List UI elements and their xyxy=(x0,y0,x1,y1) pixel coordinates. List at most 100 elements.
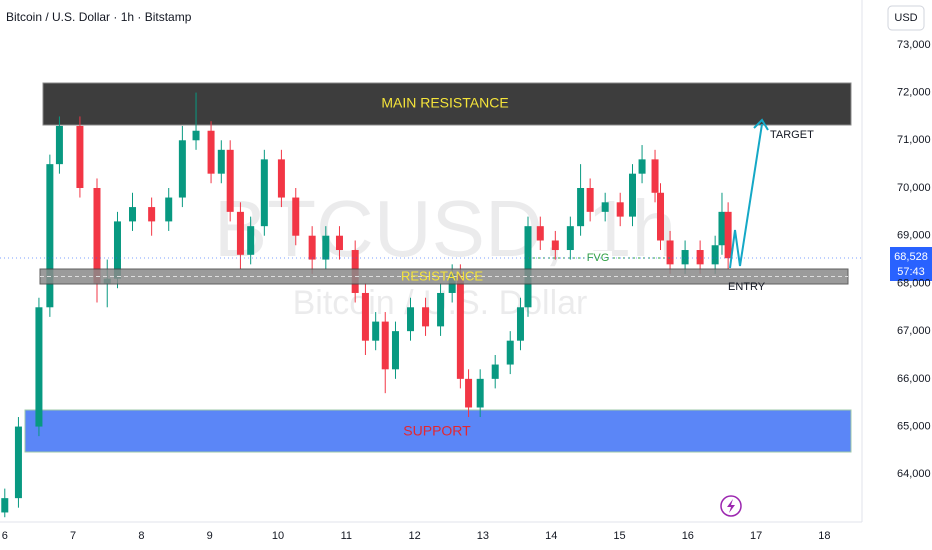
arrow-head xyxy=(753,118,769,131)
fvg-label: FVG xyxy=(587,252,610,264)
lightning-bolt xyxy=(727,499,735,513)
currency[interactable]: USD xyxy=(894,12,917,24)
candle-body xyxy=(35,307,43,427)
candle-body xyxy=(391,331,399,370)
x-tick-label: 9 xyxy=(207,530,213,542)
candle-body xyxy=(628,173,636,217)
candle-body xyxy=(601,202,609,212)
entry-label: ENTRY xyxy=(728,281,766,293)
x-tick-label: 13 xyxy=(477,530,489,542)
candle-body xyxy=(217,149,225,174)
currency-button[interactable] xyxy=(887,5,925,31)
x-tick-label: 8 xyxy=(138,530,144,542)
target-label: TARGET xyxy=(770,129,814,141)
candle-body xyxy=(616,202,624,217)
candle-body xyxy=(718,211,726,246)
resistance-label: RESISTANCE xyxy=(401,268,483,283)
drawings: MAIN RESISTANCE SUPPORT xyxy=(24,82,852,453)
candle-body xyxy=(322,235,330,260)
main-resistance-label: MAIN RESISTANCE xyxy=(381,95,508,111)
candle-body xyxy=(422,307,430,327)
candle-body xyxy=(566,226,574,251)
candle-body xyxy=(491,364,499,379)
candle-body xyxy=(14,426,22,499)
overlay: RESISTANCE FVG TARGET ENTRY 68,528 57:43 xyxy=(0,118,932,517)
candle-body xyxy=(55,125,63,165)
candle-body xyxy=(657,192,665,241)
candle-body xyxy=(437,292,445,327)
candle-body xyxy=(1,498,9,513)
candle-body xyxy=(516,307,524,341)
last-price-label: 68,528 xyxy=(894,251,928,263)
x-tick-label: 14 xyxy=(545,530,557,542)
candle-body xyxy=(76,125,84,188)
countdown: 57:43 xyxy=(897,266,925,278)
candle-body xyxy=(551,240,559,251)
candle-body xyxy=(93,187,101,284)
x-tick-label: 10 xyxy=(272,530,284,542)
x-tick-label: 15 xyxy=(613,530,625,542)
candle-body xyxy=(236,211,244,255)
candle-body xyxy=(476,378,484,408)
candle-body xyxy=(372,321,380,341)
candle-body xyxy=(148,207,156,222)
lightning-icon[interactable] xyxy=(720,495,742,517)
candle-body xyxy=(696,250,704,265)
main-resistance-zone xyxy=(42,82,852,126)
x-tick-label: 16 xyxy=(682,530,694,542)
candle-body xyxy=(178,140,186,198)
x-tick-label: 6 xyxy=(2,530,8,542)
y-tick-label: 69,000 xyxy=(897,230,931,242)
candle-body xyxy=(524,226,532,308)
projection-arrow xyxy=(729,123,763,269)
candle-body xyxy=(226,149,234,212)
candle-body xyxy=(577,187,585,227)
support-zone xyxy=(24,409,852,453)
candle-body xyxy=(506,340,514,365)
candle-body xyxy=(292,197,300,236)
x-tick-label: 11 xyxy=(341,530,352,542)
y-tick-label: 65,000 xyxy=(897,420,931,432)
last-price-box xyxy=(890,247,932,281)
candle-body xyxy=(335,235,343,251)
y-tick-label: 64,000 xyxy=(897,468,931,480)
candle-body xyxy=(651,159,659,193)
y-tick-label: 66,000 xyxy=(897,373,931,385)
candle-body xyxy=(638,159,646,174)
candle-body xyxy=(586,187,594,212)
candle-body xyxy=(407,307,415,332)
candle-body xyxy=(46,164,54,308)
y-tick-label: 71,000 xyxy=(897,134,931,146)
candle-body xyxy=(536,226,544,241)
y-tick-label: 68,000 xyxy=(897,277,931,289)
candle-body xyxy=(465,378,473,408)
candle-body xyxy=(711,245,719,265)
candle-body xyxy=(207,130,215,174)
candle-body xyxy=(381,321,389,370)
x-tick-label: 7 xyxy=(70,530,76,542)
candle-body xyxy=(277,159,285,198)
y-tick-label: 72,000 xyxy=(897,86,931,98)
candle-body xyxy=(113,221,121,279)
x-tick-label: 17 xyxy=(750,530,762,542)
candle-body xyxy=(681,250,689,265)
candle-body xyxy=(456,273,464,379)
candle-body xyxy=(260,159,268,227)
candle-body xyxy=(129,207,137,222)
candle-body xyxy=(666,240,674,265)
fvg-label-bg xyxy=(584,251,612,265)
chart-title: Bitcoin / U.S. Dollar · 1h · Bitstamp xyxy=(6,10,192,24)
candle-body xyxy=(192,130,200,141)
y-tick-label: 70,000 xyxy=(897,182,931,194)
candle-body xyxy=(165,197,173,222)
x-tick-label: 12 xyxy=(408,530,420,542)
support-label: SUPPORT xyxy=(403,423,471,439)
x-tick-label: 18 xyxy=(818,530,830,542)
candle-body xyxy=(247,226,255,255)
candle-body xyxy=(361,292,369,341)
candle-body xyxy=(308,235,316,260)
candle-body xyxy=(724,211,732,259)
y-tick-label: 73,000 xyxy=(897,39,931,51)
y-tick-label: 67,000 xyxy=(897,325,931,337)
